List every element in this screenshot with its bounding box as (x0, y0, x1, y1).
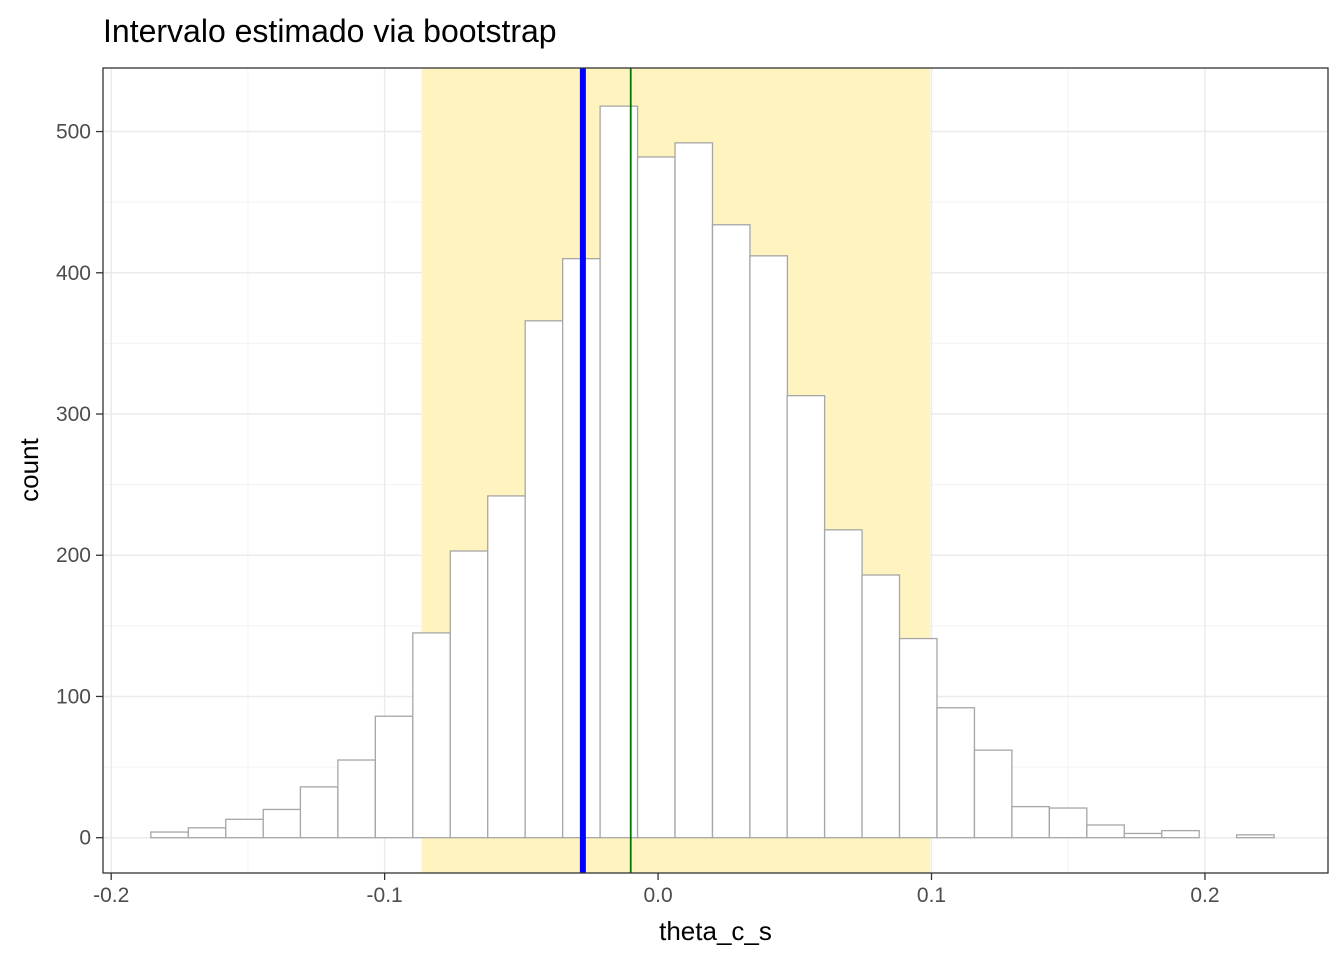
histogram-bar (861, 574, 901, 839)
histogram-bar (599, 105, 639, 839)
histogram-bar (449, 550, 489, 839)
y-tick-label: 200 (56, 544, 91, 567)
histogram-bar (786, 394, 826, 839)
y-axis: 0 100 200 300 400 500 (56, 121, 103, 850)
histogram-bar (374, 715, 414, 839)
x-tick-label: 0.1 (917, 884, 946, 907)
histogram-bar (636, 156, 676, 839)
plot-panel (102, 67, 1329, 874)
panel-border (102, 67, 1329, 874)
histogram-bar (749, 255, 789, 839)
histogram-bar (262, 808, 302, 839)
histogram-bar (524, 320, 564, 839)
histogram-bar (1048, 807, 1088, 839)
histogram-bar (936, 707, 976, 839)
histogram-bar (187, 827, 227, 839)
histogram-bar (1011, 805, 1051, 839)
y-tick-label: 0 (79, 827, 91, 850)
histogram-bar (898, 637, 938, 839)
histogram-bar (1161, 829, 1200, 839)
histogram-bar (823, 529, 863, 839)
x-tick-label: 0.2 (1190, 884, 1219, 907)
x-axis: -0.2 -0.1 0.0 0.1 0.2 (93, 873, 1220, 907)
histogram-bar (1086, 824, 1125, 839)
histogram-bar (412, 632, 451, 839)
histogram-bar (225, 818, 264, 839)
histogram-bar (1123, 832, 1163, 839)
chart-title: Intervalo estimado via bootstrap (103, 13, 557, 49)
y-tick-label: 300 (56, 403, 91, 426)
y-axis-label: count (14, 437, 44, 501)
histogram-bar (487, 495, 526, 839)
histogram-bar (973, 749, 1013, 839)
histogram-bar (711, 224, 751, 839)
x-tick-label: -0.1 (367, 884, 403, 907)
x-tick-label: -0.2 (93, 884, 129, 907)
x-tick-label: 0.0 (643, 884, 672, 907)
histogram-bar (150, 831, 189, 839)
histogram-bar (299, 786, 339, 839)
histogram-bar (674, 142, 714, 839)
reference-lines (579, 68, 632, 873)
histogram-bar (1236, 834, 1275, 839)
x-axis-label: theta_c_s (659, 916, 772, 946)
y-tick-label: 100 (56, 685, 91, 708)
histogram-bar (337, 759, 376, 839)
y-tick-label: 500 (56, 121, 91, 144)
y-tick-label: 400 (56, 262, 91, 285)
